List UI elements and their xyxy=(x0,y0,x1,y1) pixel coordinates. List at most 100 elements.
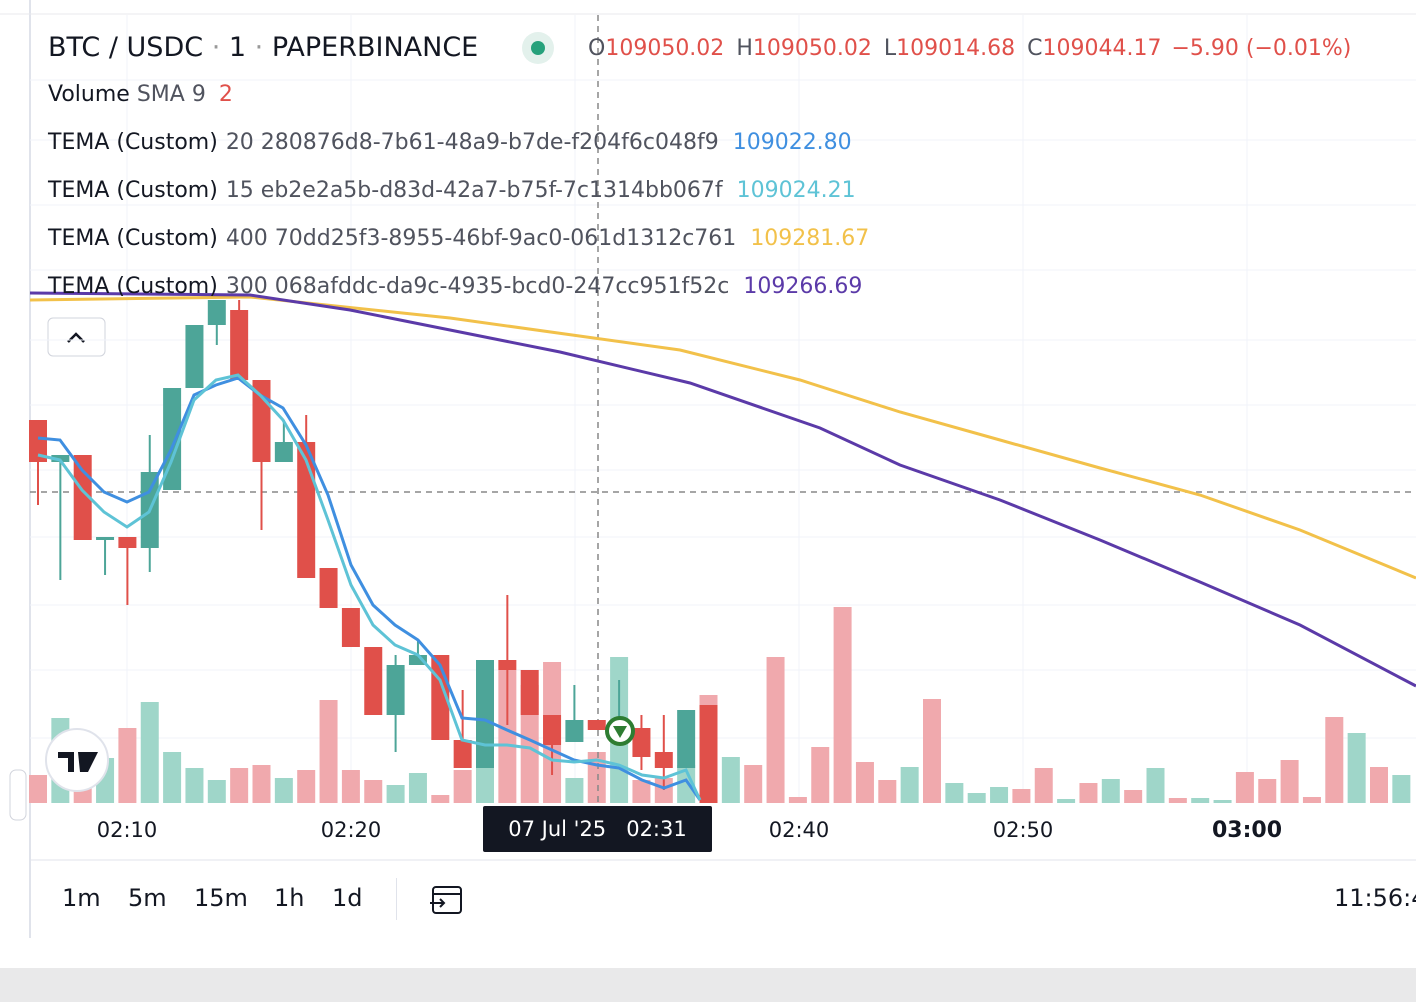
volume-bar xyxy=(431,795,450,803)
volume-bar xyxy=(565,778,584,803)
volume-bar xyxy=(498,670,517,803)
ohlc-value: 109044.17 xyxy=(1042,36,1162,61)
volume-bar xyxy=(766,657,785,803)
volume-bar xyxy=(1168,798,1187,803)
indicator-value: 109024.21 xyxy=(736,178,856,203)
interval-button[interactable]: 1d xyxy=(332,884,363,912)
volume-bar xyxy=(453,770,472,803)
candle-body xyxy=(51,455,70,462)
volume-bar xyxy=(29,775,47,803)
volume-bar xyxy=(163,752,182,803)
indicator-params: 300 068afddc-da9c-4935-bcd0-247cc951f52c xyxy=(225,274,730,299)
volume-bar xyxy=(1347,733,1366,803)
volume-bar xyxy=(1392,775,1411,803)
indicator-row: TEMA (Custom) 400 70dd25f3-8955-46bf-9ac0… xyxy=(48,226,869,251)
time-label: 02:40 xyxy=(768,818,830,842)
candle-body xyxy=(230,310,249,380)
candle-body xyxy=(29,420,47,462)
candle-body xyxy=(654,752,673,768)
collapse-icon xyxy=(67,332,85,343)
candle-body xyxy=(543,715,562,745)
candle-body xyxy=(163,388,182,490)
indicator-line xyxy=(37,373,702,801)
volume-bar xyxy=(274,778,293,803)
indicator-params: 20 280876d8-7b61-48a9-b7de-f204f6c048f9 xyxy=(225,130,719,155)
change: −5.90 (−0.01%) xyxy=(1171,36,1352,61)
candle-body xyxy=(341,608,360,647)
volume-bar xyxy=(1213,800,1232,803)
indicator-row: TEMA (Custom) 20 280876d8-7b61-48a9-b7de-… xyxy=(48,130,852,155)
indicator-value: 109281.67 xyxy=(750,226,870,251)
interval-button[interactable]: 5m xyxy=(128,884,167,912)
ohlc-value: 109050.02 xyxy=(752,36,872,61)
volume-bar xyxy=(878,780,897,803)
volume-bar xyxy=(386,785,405,803)
indicator-name: TEMA (Custom) xyxy=(48,178,218,203)
candle-body xyxy=(408,655,427,665)
volume-bar xyxy=(721,757,740,803)
candle-body xyxy=(453,740,472,768)
volume-bar xyxy=(252,765,271,803)
volume-bar xyxy=(118,728,137,803)
volume-bar xyxy=(855,762,874,803)
candle-body xyxy=(386,665,405,715)
candle-body xyxy=(185,325,204,388)
candle-body xyxy=(565,720,584,742)
logo xyxy=(45,728,109,792)
candle-body xyxy=(364,647,383,715)
ohlc-value: 109050.02 xyxy=(605,36,725,61)
exchange: PAPERBINANCE xyxy=(271,32,479,63)
indicator-value: 109266.69 xyxy=(743,274,863,299)
candle-body xyxy=(118,537,137,548)
volume-bar xyxy=(1124,790,1143,803)
volume-bar xyxy=(677,765,696,803)
volume-bar xyxy=(319,700,338,803)
volume-bar xyxy=(744,765,763,803)
volume-name: Volume xyxy=(48,82,130,107)
candle-body xyxy=(476,660,494,768)
volume-bar xyxy=(185,768,204,803)
indicator-line xyxy=(37,376,702,801)
candle-body xyxy=(677,710,696,768)
volume-bar xyxy=(1146,768,1165,803)
trade-marker-arrow xyxy=(613,726,627,738)
indicator-params: 15 eb2e2a5b-d83d-42a7-b75f-7c1314bb067f xyxy=(225,178,723,203)
volume-bar xyxy=(654,778,673,803)
candle-body xyxy=(274,442,293,462)
volume-bar xyxy=(788,797,807,803)
ohlc-label: C xyxy=(1027,36,1043,61)
indicator-name: TEMA (Custom) xyxy=(48,226,218,251)
time-label: 02:10 xyxy=(96,818,158,842)
volume-bar xyxy=(1057,799,1076,803)
volume-bar xyxy=(945,783,964,803)
indicator-params: 400 70dd25f3-8955-46bf-9ac0-061d1312c761 xyxy=(225,226,737,251)
volume-bar xyxy=(990,787,1009,803)
sep: · xyxy=(254,32,264,63)
volume-bar xyxy=(341,770,360,803)
candle-body xyxy=(207,300,226,325)
bottom-band xyxy=(0,968,1416,1002)
interval-button[interactable]: 1h xyxy=(274,884,305,912)
crosshair-time: 02:31 xyxy=(626,817,687,841)
volume-bar xyxy=(1370,767,1388,803)
toolbar-sep xyxy=(396,878,397,920)
volume-bar xyxy=(1101,779,1120,803)
volume-bar xyxy=(1258,779,1277,803)
time-label: 02:20 xyxy=(320,818,382,842)
interval-button[interactable]: 15m xyxy=(194,884,248,912)
date-range-button[interactable] xyxy=(428,882,466,918)
ohlc: O109050.02 H109050.02 L109014.68 C109044.17… xyxy=(588,36,1351,61)
volume-bar xyxy=(207,780,226,803)
volume-bar xyxy=(811,747,830,803)
indicator-line xyxy=(29,295,1416,580)
collapse-button[interactable] xyxy=(47,317,106,357)
ohlc-value: 109014.68 xyxy=(896,36,1016,61)
volume-bar xyxy=(1325,717,1344,803)
volume-params: SMA 9 xyxy=(136,82,206,107)
interval-button[interactable]: 1m xyxy=(62,884,101,912)
volume-bar xyxy=(923,699,941,803)
candle-body xyxy=(498,660,517,670)
candle-body xyxy=(632,728,651,757)
scroll-handle xyxy=(9,769,27,821)
